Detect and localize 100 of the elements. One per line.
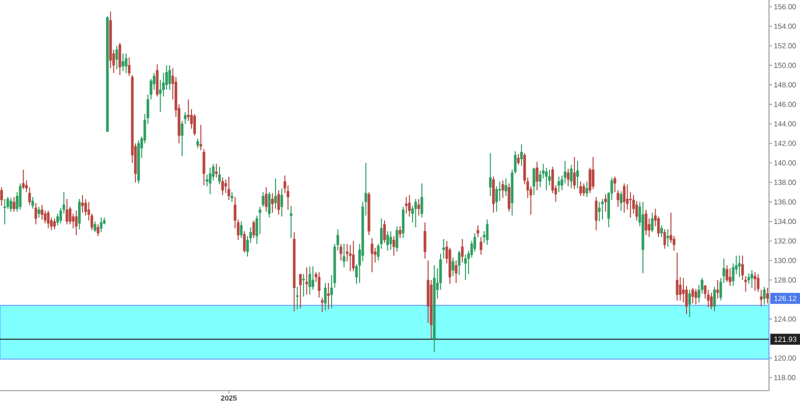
candlestick — [305, 266, 308, 296]
candlestick — [228, 176, 230, 200]
candlestick — [352, 240, 355, 272]
candlestick — [312, 266, 314, 290]
candlestick — [386, 230, 389, 252]
candlestick — [532, 167, 536, 196]
candlestick — [464, 254, 467, 281]
candlestick — [586, 180, 588, 198]
candlestick — [318, 272, 320, 298]
candlestick — [750, 270, 754, 288]
candlestick — [604, 194, 607, 212]
candlestick — [258, 206, 262, 235]
candlestick — [504, 178, 508, 197]
candlestick — [616, 190, 620, 208]
candlestick — [262, 192, 264, 208]
candlestick — [424, 222, 426, 260]
candlestick — [508, 182, 510, 212]
candlestick — [115, 45, 118, 70]
candlestick — [501, 180, 504, 199]
candlestick — [240, 220, 243, 239]
candlestick — [308, 266, 312, 296]
candlestick — [495, 186, 498, 212]
candlestick — [629, 192, 632, 218]
candlestick — [545, 167, 548, 191]
candlestick — [96, 224, 100, 237]
candlestick — [342, 243, 346, 268]
candlestick — [296, 286, 299, 310]
candlestick — [738, 255, 741, 278]
candlestick — [3, 198, 6, 225]
candlestick — [215, 163, 218, 178]
candlestick — [592, 156, 594, 190]
candlestick — [12, 196, 16, 212]
candlestick — [417, 198, 420, 216]
candlestick — [536, 161, 538, 191]
candlestick — [53, 218, 56, 230]
candlestick — [38, 206, 40, 218]
candlestick — [414, 198, 417, 228]
candlestick — [498, 180, 502, 202]
candlestick — [202, 148, 206, 186]
candlestick — [582, 182, 586, 197]
candlestick — [760, 289, 763, 307]
candlestick — [398, 226, 402, 239]
candlestick — [389, 230, 392, 250]
candlestick — [370, 238, 374, 273]
candlestick — [340, 243, 342, 261]
candlestick — [454, 260, 458, 284]
candlestick — [404, 196, 408, 214]
candlestick — [614, 176, 616, 193]
candlestick — [726, 264, 728, 282]
candlestick — [650, 212, 654, 233]
candlestick — [206, 174, 208, 187]
candlestick — [489, 152, 492, 197]
candlestick — [243, 230, 246, 254]
candlestick — [124, 53, 128, 74]
candlestick — [747, 272, 750, 284]
candlestick — [678, 276, 682, 302]
candlestick — [66, 198, 68, 225]
candlestick — [280, 188, 284, 218]
candlestick — [486, 218, 489, 246]
candlestick — [663, 228, 666, 250]
candlestick — [299, 274, 302, 309]
candlestick — [666, 228, 670, 248]
candlestick — [22, 169, 25, 190]
candlestick — [573, 156, 576, 190]
candlestick — [476, 224, 480, 238]
candlestick — [660, 224, 663, 238]
candlestick — [327, 282, 330, 310]
candlestick — [277, 190, 280, 216]
candlestick — [598, 201, 601, 222]
candlestick — [402, 206, 405, 239]
candlestick — [442, 238, 445, 260]
candlestick — [28, 186, 31, 206]
candlestick — [74, 210, 78, 236]
candlestick — [271, 192, 274, 214]
candlestick — [688, 289, 691, 318]
candlestick — [558, 176, 560, 193]
candlestick — [122, 53, 124, 72]
candlestick — [694, 288, 698, 305]
candlestick — [710, 292, 713, 310]
candlestick — [452, 257, 454, 277]
candlestick — [691, 287, 694, 304]
candlestick — [594, 196, 598, 231]
candlestick — [548, 169, 551, 186]
candlestick — [754, 272, 756, 292]
candlestick — [46, 210, 50, 229]
candlestick — [268, 192, 271, 218]
candlestick — [682, 278, 685, 303]
candlestick — [480, 236, 482, 256]
candlestick — [756, 274, 760, 292]
candlestick — [392, 236, 396, 256]
candlestick — [763, 286, 766, 305]
candlestick — [31, 196, 34, 210]
candlestick — [517, 154, 520, 166]
candlestick — [196, 138, 200, 149]
candlestick — [728, 268, 732, 286]
candlestick — [84, 198, 87, 216]
candlestick — [579, 180, 582, 197]
candlestick — [520, 144, 523, 166]
candlestick — [100, 217, 103, 233]
candlestick — [264, 186, 268, 212]
